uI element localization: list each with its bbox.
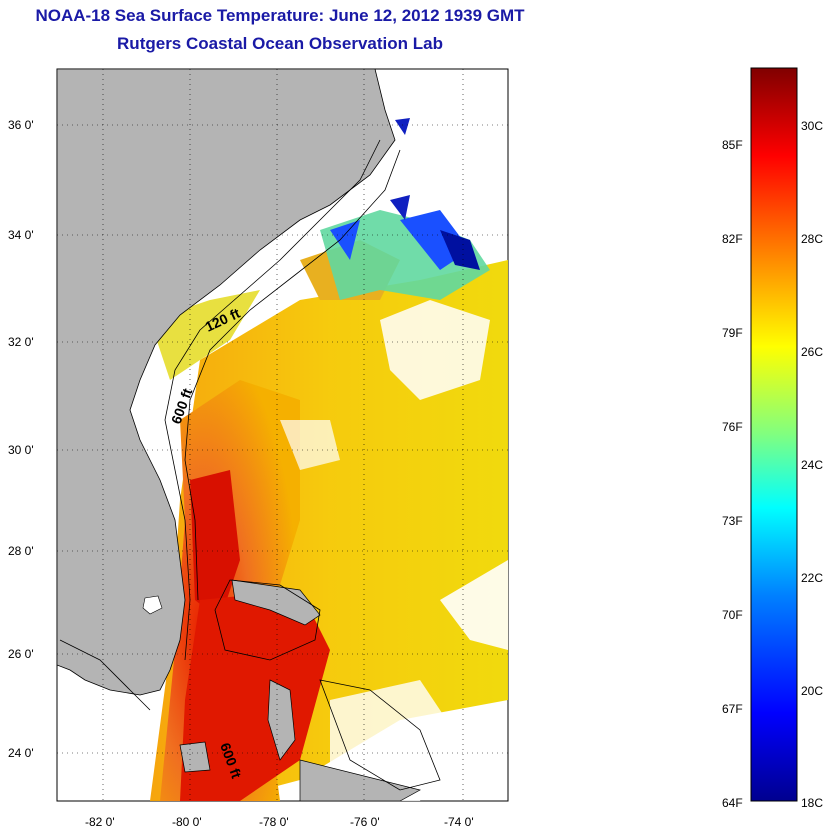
colorbar: [750, 67, 798, 802]
c-tick: 20C: [801, 684, 823, 698]
lat-tick: 36 0': [8, 118, 34, 132]
c-tick: 22C: [801, 571, 823, 585]
lat-tick: 34 0': [8, 228, 34, 242]
longitude-ticks: -82 0' -80 0' -78 0' -76 0' -74 0': [85, 815, 474, 829]
sst-field: [150, 118, 508, 801]
f-tick: 64F: [722, 796, 743, 810]
f-tick: 73F: [722, 514, 743, 528]
lat-tick: 30 0': [8, 443, 34, 457]
colorbar-f-ticks: 85F 82F 79F 76F 73F 70F 67F 64F: [722, 138, 743, 810]
map-subtitle: Rutgers Coastal Ocean Observation Lab: [117, 34, 443, 53]
latitude-ticks: 36 0' 34 0' 32 0' 30 0' 28 0' 26 0' 24 0…: [8, 118, 34, 760]
lat-tick: 28 0': [8, 544, 34, 558]
lon-tick: -82 0': [85, 815, 115, 829]
c-tick: 24C: [801, 458, 823, 472]
lon-tick: -80 0': [172, 815, 202, 829]
c-tick: 18C: [801, 796, 823, 810]
f-tick: 85F: [722, 138, 743, 152]
map-gridlines: [57, 69, 508, 801]
lon-tick: -74 0': [444, 815, 474, 829]
bahamas-islands: [179, 579, 421, 801]
f-tick: 70F: [722, 608, 743, 622]
lat-tick: 24 0': [8, 746, 34, 760]
map-title: NOAA-18 Sea Surface Temperature: June 12…: [35, 6, 525, 25]
f-tick: 76F: [722, 420, 743, 434]
lat-tick: 26 0': [8, 647, 34, 661]
lat-tick: 32 0': [8, 335, 34, 349]
colorbar-c-ticks: 30C 28C 26C 24C 22C 20C 18C: [801, 119, 823, 810]
f-tick: 79F: [722, 326, 743, 340]
c-tick: 28C: [801, 232, 823, 246]
c-tick: 30C: [801, 119, 823, 133]
f-tick: 82F: [722, 232, 743, 246]
lon-tick: -78 0': [259, 815, 289, 829]
land-mass: [57, 69, 396, 696]
lake-okeechobee: [142, 595, 163, 615]
lon-tick: -76 0': [350, 815, 380, 829]
f-tick: 67F: [722, 702, 743, 716]
map-area: [57, 69, 508, 801]
c-tick: 26C: [801, 345, 823, 359]
